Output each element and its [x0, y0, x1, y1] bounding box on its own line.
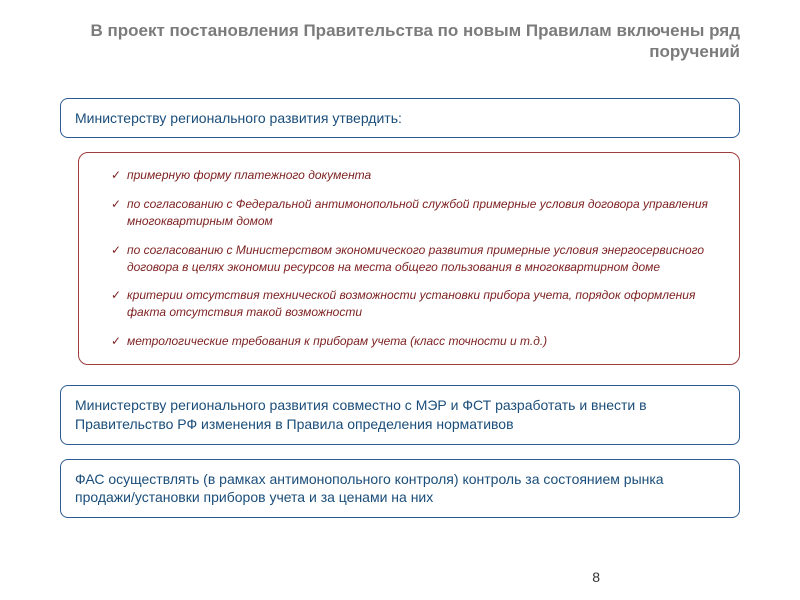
slide-title: В проект постановления Правительства по … [60, 20, 740, 63]
checklist-item: по согласованию с Федеральной антимонопо… [111, 196, 721, 230]
box-develop-text: Министерству регионального развития совм… [75, 396, 725, 434]
box-control-text: ФАС осуществлять (в рамках антимонопольн… [75, 470, 725, 508]
checklist-item: метрологические требования к приборам уч… [111, 333, 721, 350]
box-develop: Министерству регионального развития совм… [60, 385, 740, 445]
box-control: ФАС осуществлять (в рамках антимонопольн… [60, 459, 740, 519]
checklist-box: примерную форму платежного документа по … [78, 152, 740, 364]
checklist-item: критерии отсутствия технической возможно… [111, 287, 721, 321]
checklist-item: по согласованию с Министерством экономич… [111, 242, 721, 276]
box-approve-text: Министерству регионального развития утве… [75, 109, 725, 128]
box-approve: Министерству регионального развития утве… [60, 98, 740, 139]
page-number: 8 [592, 569, 600, 585]
checklist-item: примерную форму платежного документа [111, 167, 721, 184]
